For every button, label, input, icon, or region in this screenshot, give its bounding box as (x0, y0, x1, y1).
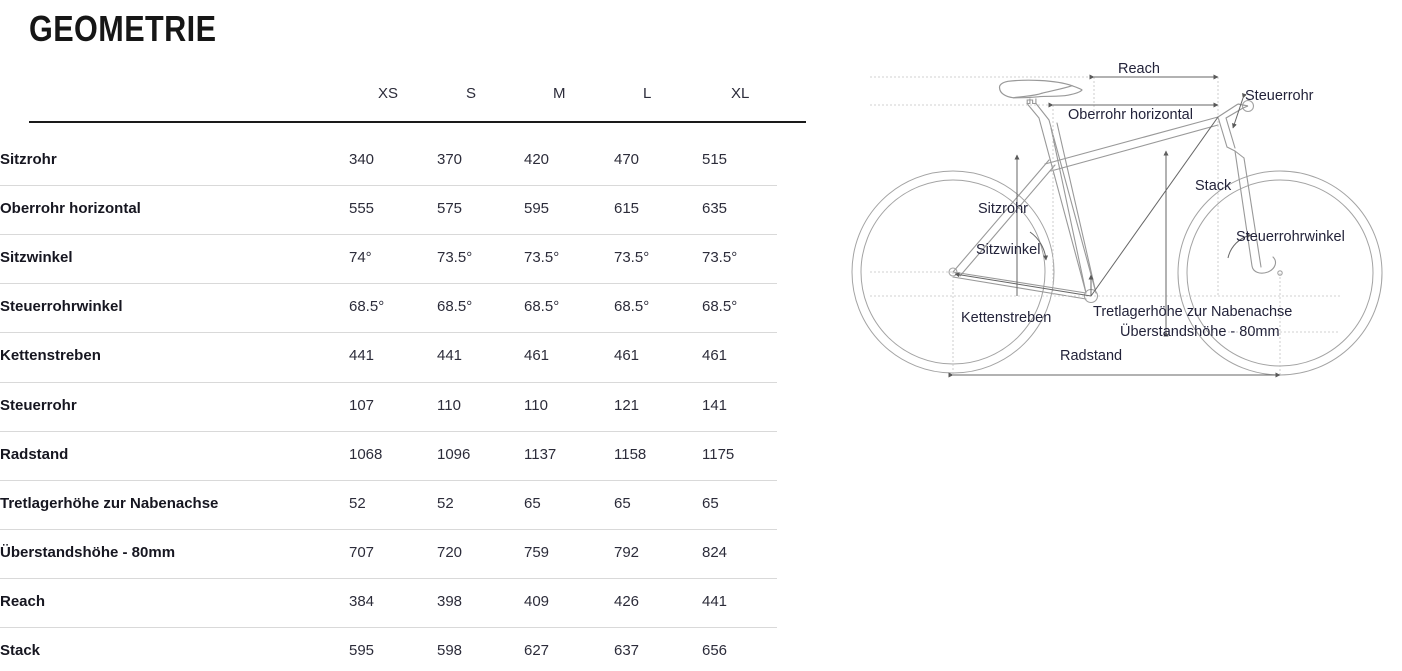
svg-text:Kettenstreben: Kettenstreben (961, 310, 1051, 326)
svg-text:Sitzwinkel: Sitzwinkel (976, 242, 1040, 258)
svg-text:Steuerrohr: Steuerrohr (1245, 88, 1314, 104)
svg-text:Reach: Reach (1118, 61, 1160, 77)
svg-text:Sitzrohr: Sitzrohr (978, 201, 1028, 217)
svg-text:Radstand: Radstand (1060, 348, 1122, 364)
svg-text:Überstandshöhe - 80mm: Überstandshöhe - 80mm (1120, 322, 1280, 340)
svg-text:Oberrohr horizontal: Oberrohr horizontal (1068, 107, 1193, 123)
svg-text:Stack: Stack (1195, 178, 1232, 194)
svg-text:Tretlagerhöhe zur Nabenachse: Tretlagerhöhe zur Nabenachse (1093, 304, 1292, 320)
svg-text:Steuerrohrwinkel: Steuerrohrwinkel (1236, 229, 1345, 245)
